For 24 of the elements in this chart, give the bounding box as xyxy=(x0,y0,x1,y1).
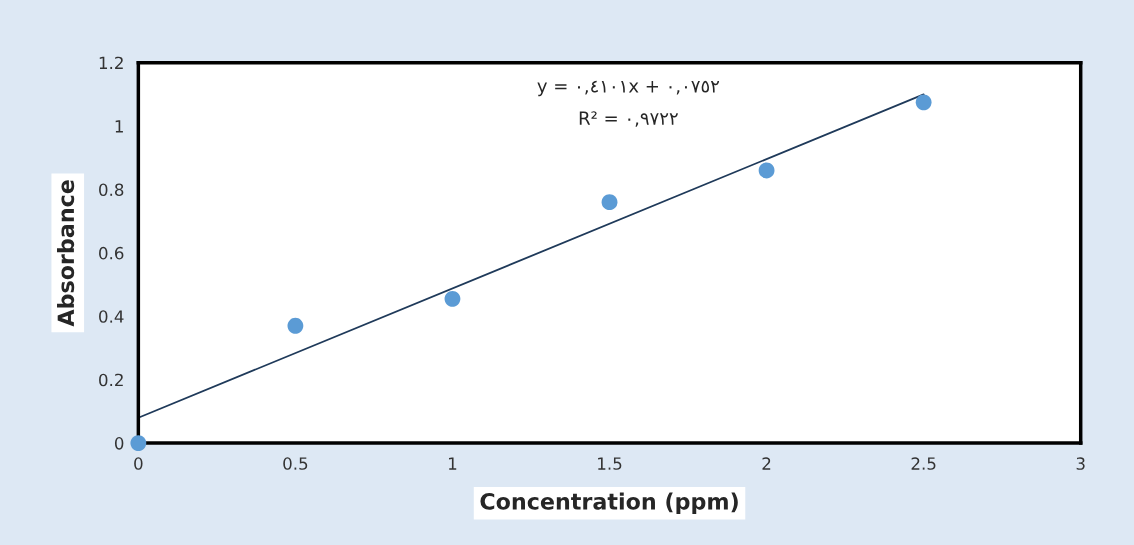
y-tick-label: 0 xyxy=(114,437,124,450)
x-tick-label: 3 xyxy=(1076,457,1085,470)
x-tick-label: 2.5 xyxy=(911,457,936,470)
x-axis-title: Concentration (ppm) xyxy=(480,492,738,515)
point xyxy=(758,162,775,179)
point xyxy=(130,435,147,451)
y-tick-label: 0.8 xyxy=(99,183,124,197)
point xyxy=(287,317,304,334)
x-tick-label: 2 xyxy=(762,457,771,470)
annotation: R² = ٠,٩٧٢٢ xyxy=(579,111,678,127)
y-tick-label: 1.2 xyxy=(99,56,123,70)
x-tick-label: 1 xyxy=(448,457,457,470)
y-axis-title: Absorbance xyxy=(57,180,75,327)
y-tick-label: 1 xyxy=(115,120,123,133)
point xyxy=(915,94,932,111)
y-tick-label: 0.2 xyxy=(99,373,123,387)
point xyxy=(444,290,461,307)
x-tick-label: 0 xyxy=(134,457,143,470)
x-tick-label: 1.5 xyxy=(598,457,622,470)
x-tick-label: 0.5 xyxy=(283,457,308,470)
y-tick-label: 0.6 xyxy=(99,246,124,260)
annotation: y = ٠,٤١٠١x + ٠,٠٧٥٢ xyxy=(537,80,720,97)
point xyxy=(601,194,618,211)
y-tick-label: 0.4 xyxy=(99,310,124,323)
